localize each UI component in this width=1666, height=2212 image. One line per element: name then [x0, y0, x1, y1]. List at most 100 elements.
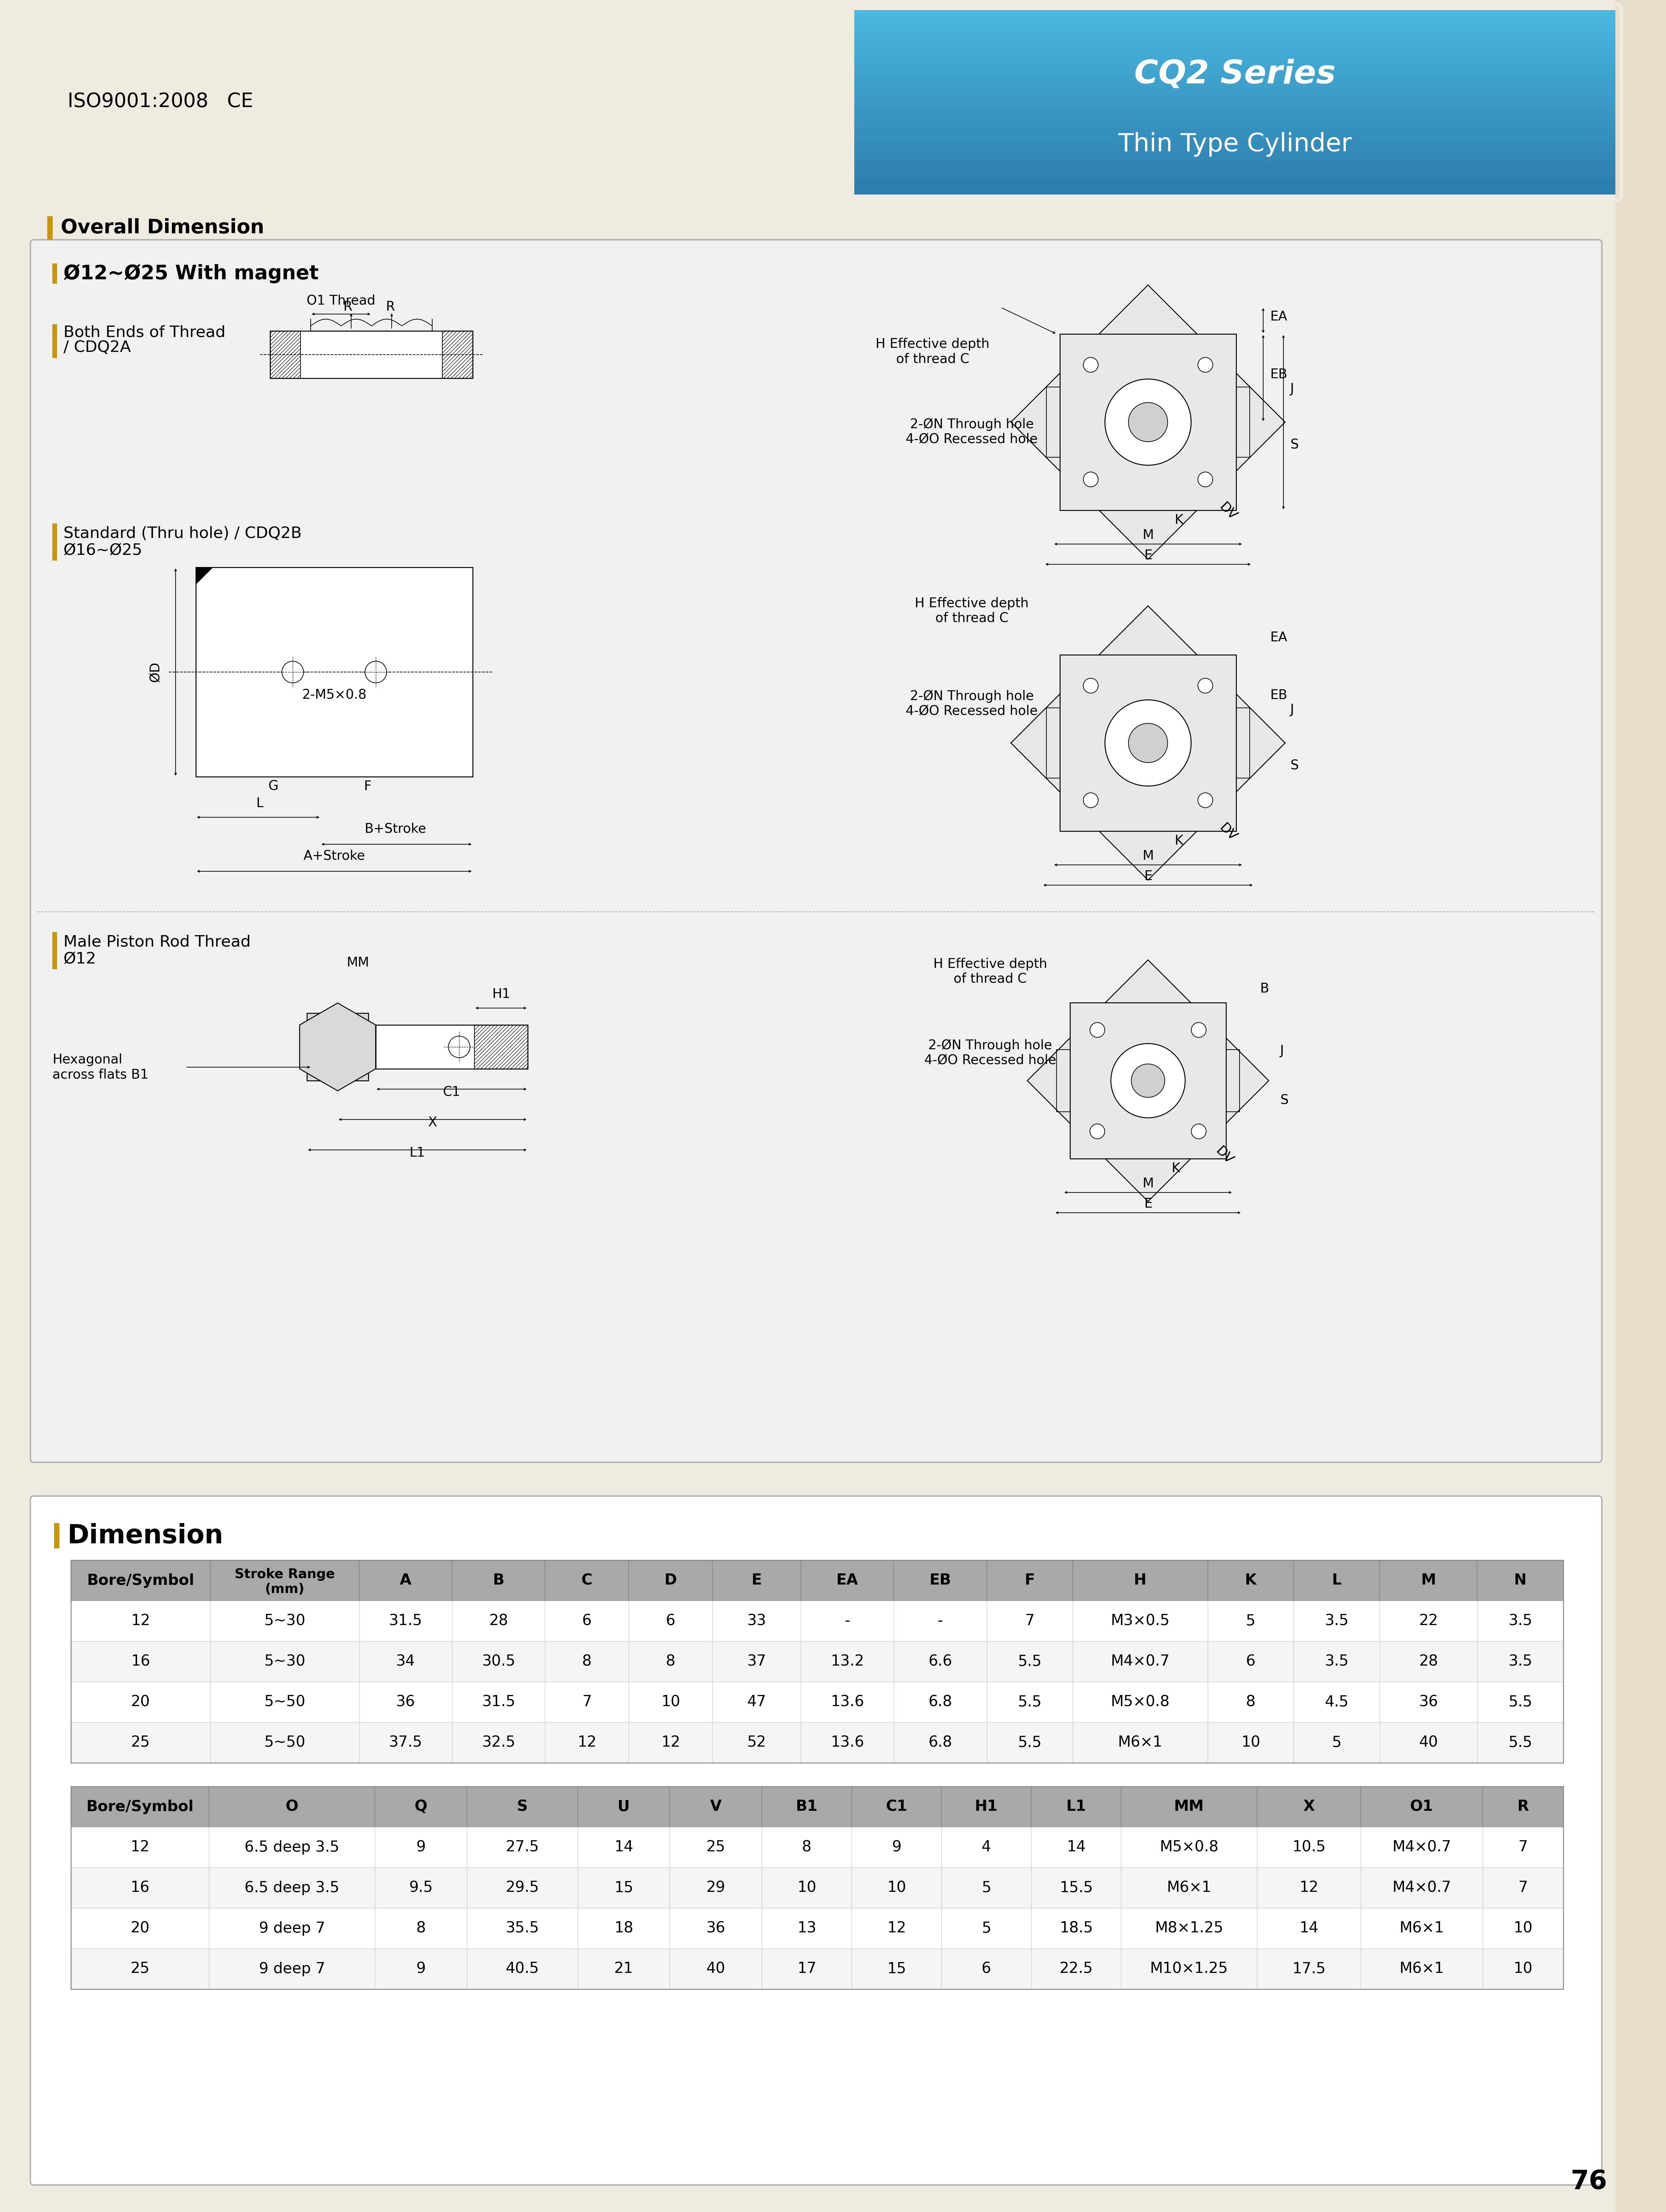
Bar [628, 1723, 713, 1763]
Text: EB: EB [1269, 367, 1288, 380]
Text: U: U [618, 1801, 630, 1814]
Bar [855, 18, 1616, 22]
Text: R: R [385, 301, 395, 314]
Bar [72, 1787, 210, 1827]
FancyBboxPatch shape [30, 1495, 1601, 2185]
Text: L: L [1331, 1573, 1341, 1588]
Circle shape [1191, 1124, 1206, 1139]
Bar [670, 1949, 761, 1989]
Circle shape [1191, 1022, 1206, 1037]
Text: C1: C1 [886, 1801, 908, 1814]
Text: K: K [1175, 513, 1183, 526]
Bar [1208, 1641, 1294, 1681]
Text: 12: 12 [578, 1736, 596, 1750]
Text: J: J [1289, 703, 1294, 717]
Bar [1121, 1909, 1258, 1949]
Text: M3×0.5: M3×0.5 [1111, 1615, 1170, 1628]
Circle shape [1105, 699, 1191, 785]
Bar [1070, 1002, 1226, 1159]
Bar [855, 73, 1616, 77]
Bar [855, 91, 1616, 95]
Text: 5: 5 [981, 1920, 991, 1935]
Circle shape [1198, 792, 1213, 807]
Bar [72, 1827, 210, 1867]
Bar [670, 1827, 761, 1867]
Text: A+Stroke: A+Stroke [303, 849, 365, 863]
Text: 17: 17 [798, 1962, 816, 1975]
Bar [53, 1524, 60, 1548]
Bar [855, 88, 1616, 91]
Bar [855, 22, 1616, 24]
Bar [713, 1601, 801, 1641]
Text: 33: 33 [746, 1615, 766, 1628]
Text: Ø12: Ø12 [63, 951, 97, 967]
Text: R: R [1518, 1801, 1529, 1814]
Bar [1208, 1681, 1294, 1723]
Text: 2-ØN Through hole
4-ØO Recessed hole: 2-ØN Through hole 4-ØO Recessed hole [925, 1040, 1056, 1066]
Bar [855, 186, 1616, 190]
Bar [52, 263, 57, 283]
Bar [855, 153, 1616, 157]
Circle shape [1090, 1022, 1105, 1037]
Text: 21: 21 [615, 1962, 633, 1975]
Bar [855, 135, 1616, 139]
Text: 14: 14 [1066, 1840, 1086, 1854]
Text: 28: 28 [490, 1615, 508, 1628]
Text: 3.5: 3.5 [1508, 1615, 1533, 1628]
Bar [52, 325, 57, 358]
Bar [986, 1601, 1073, 1641]
Text: 12: 12 [130, 1840, 150, 1854]
Bar [986, 1681, 1073, 1723]
Text: 4.5: 4.5 [1324, 1694, 1348, 1710]
Text: MM: MM [1175, 1801, 1205, 1814]
Text: M4×0.7: M4×0.7 [1393, 1840, 1451, 1854]
Bar [855, 29, 1616, 33]
Circle shape [448, 1035, 470, 1057]
Text: 47: 47 [746, 1694, 766, 1710]
Bar [941, 1909, 1031, 1949]
Circle shape [1105, 378, 1191, 465]
Text: 7: 7 [581, 1694, 591, 1710]
Text: 52: 52 [746, 1736, 766, 1750]
Bar [270, 332, 473, 378]
Bar [466, 1827, 578, 1867]
Bar [360, 1559, 451, 1601]
Text: H Effective depth
of thread C: H Effective depth of thread C [915, 597, 1028, 624]
Text: Stroke Range: Stroke Range [235, 1568, 335, 1582]
Text: 20: 20 [132, 1694, 150, 1710]
Bar [895, 1681, 986, 1723]
Bar [375, 1949, 466, 1989]
Text: O: O [285, 1801, 298, 1814]
Bar [855, 66, 1616, 69]
Text: 13.6: 13.6 [831, 1736, 865, 1750]
Text: 34: 34 [397, 1655, 415, 1668]
Text: B+Stroke: B+Stroke [365, 823, 426, 836]
Text: E: E [1145, 869, 1153, 883]
Text: 10: 10 [1241, 1736, 1259, 1750]
Bar [360, 1641, 451, 1681]
Text: 5.5: 5.5 [1018, 1655, 1041, 1668]
Bar [72, 1559, 210, 1601]
Text: 9: 9 [416, 1840, 426, 1854]
Circle shape [1128, 403, 1168, 442]
Bar [1258, 1827, 1361, 1867]
Bar [1208, 1559, 1294, 1601]
Circle shape [365, 661, 387, 684]
Text: 9.5: 9.5 [410, 1880, 433, 1896]
Bar [1478, 1681, 1563, 1723]
Bar [855, 84, 1616, 88]
Bar [360, 1601, 451, 1641]
Circle shape [1083, 358, 1098, 372]
Polygon shape [300, 1002, 375, 1091]
Text: 5: 5 [1331, 1736, 1341, 1750]
Bar [670, 1867, 761, 1909]
Bar [47, 217, 53, 239]
Text: 8: 8 [1246, 1694, 1256, 1710]
Bar [1361, 1909, 1483, 1949]
Text: G: G [268, 781, 278, 792]
Bar [197, 566, 473, 776]
Bar [545, 1559, 628, 1601]
Bar [1294, 1723, 1379, 1763]
Bar [375, 1787, 466, 1827]
Bar [855, 190, 1616, 195]
